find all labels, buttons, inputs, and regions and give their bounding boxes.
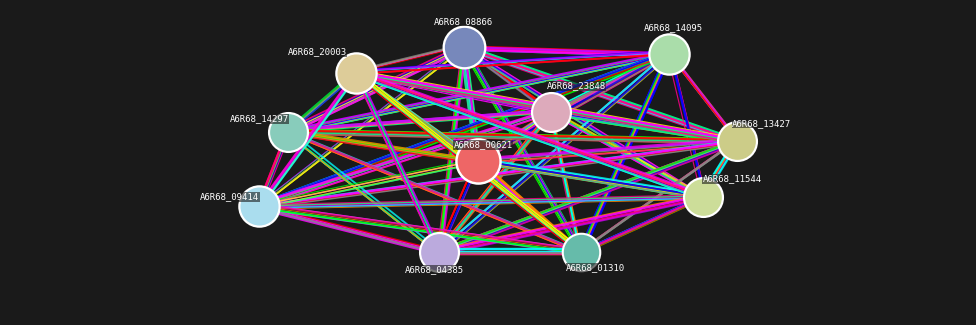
Text: A6R68_13427: A6R68_13427 xyxy=(732,119,792,128)
Text: A6R68_20003: A6R68_20003 xyxy=(288,47,347,57)
Point xyxy=(470,158,486,163)
Point xyxy=(661,51,676,56)
Point xyxy=(456,45,471,50)
Point xyxy=(431,249,447,254)
Point xyxy=(661,51,676,56)
Point xyxy=(470,158,486,163)
Point xyxy=(431,249,447,254)
Point xyxy=(695,194,711,199)
Text: A6R68_08866: A6R68_08866 xyxy=(434,17,494,26)
Point xyxy=(695,194,711,199)
Text: A6R68_14095: A6R68_14095 xyxy=(644,23,704,32)
Point xyxy=(251,204,266,209)
Text: A6R68_11544: A6R68_11544 xyxy=(703,174,762,183)
Text: A6R68_14297: A6R68_14297 xyxy=(229,114,289,123)
Point xyxy=(456,45,471,50)
Text: A6R68_23848: A6R68_23848 xyxy=(547,82,606,91)
Point xyxy=(348,71,364,76)
Text: A6R68_09414: A6R68_09414 xyxy=(200,192,260,201)
Text: A6R68_00621: A6R68_00621 xyxy=(454,140,513,149)
Point xyxy=(729,139,745,144)
Point xyxy=(544,110,559,115)
Point xyxy=(544,110,559,115)
Point xyxy=(280,129,296,134)
Point xyxy=(573,249,589,254)
Text: A6R68_01310: A6R68_01310 xyxy=(566,264,626,273)
Text: A6R68_04385: A6R68_04385 xyxy=(405,265,465,274)
Point xyxy=(251,204,266,209)
Point xyxy=(348,71,364,76)
Point xyxy=(729,139,745,144)
Point xyxy=(573,249,589,254)
Point xyxy=(280,129,296,134)
